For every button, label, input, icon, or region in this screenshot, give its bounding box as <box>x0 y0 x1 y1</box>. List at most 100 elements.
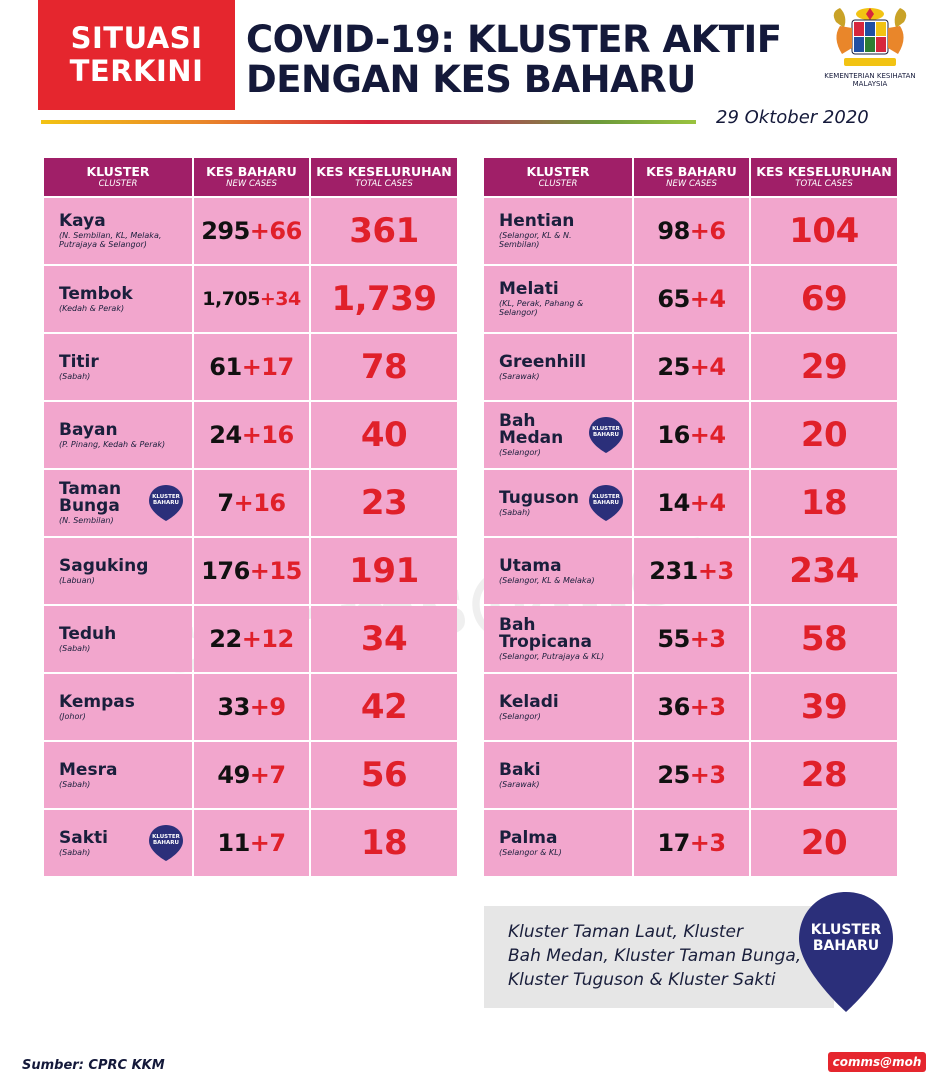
cluster-name: Mesra <box>59 759 118 780</box>
table-row: Melati (KL, Perak, Pahang & Selangor) 65+4… <box>484 266 897 332</box>
cluster-name: Bah Tropicana <box>499 615 592 652</box>
existing-cases: 176 <box>201 557 250 585</box>
table-row: Bah Tropicana (Selangor, Putrajaya & KL) 5… <box>484 606 897 672</box>
cluster-name: Melati <box>499 279 559 299</box>
total-cases-cell: 20 <box>751 810 897 876</box>
table-row: Bah Medan (Selangor) KLUSTER BAHARU 16+4 20 <box>484 402 897 468</box>
new-cases-cell: 49+7 <box>194 742 309 808</box>
table-header: KLUSTER CLUSTER KES BAHARU NEW CASES KES… <box>44 158 457 196</box>
map-pin-icon <box>799 892 893 1012</box>
cluster-location: (Sabah) <box>59 779 91 789</box>
total-cases-cell: 361 <box>311 198 457 264</box>
header-cluster-label: KLUSTER <box>526 164 590 179</box>
existing-cases: 65 <box>657 285 690 313</box>
big-pin-line1: KLUSTER <box>810 922 882 938</box>
header-cluster-sub: CLUSTER <box>538 179 578 189</box>
total-cases-cell: 23 <box>311 470 457 536</box>
table-row: Keladi (Selangor) 36+3 39 <box>484 674 897 740</box>
total-cases: 69 <box>800 279 848 319</box>
cluster-name: Hentian <box>499 211 575 231</box>
existing-cases: 24 <box>209 421 242 449</box>
total-cases-cell: 1,739 <box>311 266 457 332</box>
existing-cases: 16 <box>657 421 690 449</box>
new-cases: +16 <box>233 489 287 517</box>
existing-cases: 17 <box>657 829 690 857</box>
cluster-table-right: KLUSTER CLUSTER KES BAHARU NEW CASES KES… <box>484 158 897 878</box>
header-new-sub: NEW CASES <box>226 179 277 189</box>
table-row: Kaya (N. Sembilan, KL, Melaka, Putrajaya … <box>44 198 457 264</box>
cluster-location: (Sabah) <box>59 847 91 857</box>
total-cases: 78 <box>360 347 408 387</box>
cluster-name-cell: Keladi (Selangor) <box>484 674 632 740</box>
cluster-name: Kaya <box>59 211 106 231</box>
cluster-name-cell: Greenhill (Sarawak) <box>484 334 632 400</box>
new-cases-cell: 7+16 <box>194 470 309 536</box>
cluster-name-cell: Saguking (Labuan) <box>44 538 192 604</box>
existing-cases: 61 <box>209 353 242 381</box>
total-cases: 42 <box>360 687 408 727</box>
total-cases: 18 <box>800 483 848 523</box>
total-cases: 20 <box>800 415 848 455</box>
new-cases-cell: 24+16 <box>194 402 309 468</box>
existing-cases: 14 <box>657 489 690 517</box>
existing-cases: 98 <box>657 217 690 245</box>
cluster-location: (P. Pinang, Kedah & Perak) <box>59 439 166 449</box>
title-line1: COVID-19: KLUSTER AKTIF <box>246 18 782 61</box>
table-row: Palma (Selangor & KL) 17+3 20 <box>484 810 897 876</box>
new-cases-cell: 231+3 <box>634 538 749 604</box>
new-cases-cell: 33+9 <box>194 674 309 740</box>
total-cases: 40 <box>360 415 408 455</box>
new-cases: +3 <box>697 557 734 585</box>
cluster-location: (Selangor, KL & Melaka) <box>499 575 595 585</box>
total-cases-cell: 18 <box>751 470 897 536</box>
total-cases: 34 <box>360 619 408 659</box>
cluster-name-cell: Bah Medan (Selangor) KLUSTER BAHARU <box>484 402 632 468</box>
header-cluster: KLUSTER CLUSTER <box>484 158 632 196</box>
table-row: Kempas (Johor) 33+9 42 <box>44 674 457 740</box>
total-cases: 191 <box>349 551 419 591</box>
total-cases: 58 <box>800 619 848 659</box>
cluster-name-cell: Taman Bunga (N. Sembilan) KLUSTER BAHARU <box>44 470 192 536</box>
cluster-location: (N. Sembilan) <box>59 516 114 525</box>
header-new-label: KES BAHARU <box>206 164 297 179</box>
new-cases: +4 <box>689 285 726 313</box>
header-total-label: KES KESELURUHAN <box>316 164 452 179</box>
header-new-label: KES BAHARU <box>646 164 737 179</box>
new-cluster-pin-icon: KLUSTER BAHARU <box>588 416 624 454</box>
new-cases-cell: 17+3 <box>634 810 749 876</box>
pin-label: KLUSTER BAHARU <box>592 426 620 438</box>
kluster-baharu-pin: KLUSTER BAHARU <box>797 890 895 1014</box>
cluster-name-cell: Bah Tropicana (Selangor, Putrajaya & KL) <box>484 606 632 672</box>
cluster-name: Sakti <box>59 827 108 848</box>
total-cases-cell: 29 <box>751 334 897 400</box>
new-clusters-note: Kluster Taman Laut, Kluster Bah Medan, K… <box>484 906 834 1008</box>
new-cases-cell: 25+3 <box>634 742 749 808</box>
total-cases-cell: 56 <box>311 742 457 808</box>
table-row: Hentian (Selangor, KL & N. Sembilan) 98+6 1… <box>484 198 897 264</box>
table-row: Greenhill (Sarawak) 25+4 29 <box>484 334 897 400</box>
table-row: Tuguson (Sabah) KLUSTER BAHARU 14+4 18 <box>484 470 897 536</box>
ministry-line1: KEMENTERIAN KESIHATAN <box>824 72 916 80</box>
credit-badge: comms@moh <box>828 1052 926 1072</box>
cluster-name-cell: Hentian (Selangor, KL & N. Sembilan) <box>484 198 632 264</box>
date-label: 29 Oktober 2020 <box>716 107 869 128</box>
cluster-name-cell: Bayan (P. Pinang, Kedah & Perak) <box>44 402 192 468</box>
cluster-location: (KL, Perak, Pahang & Selangor) <box>499 299 584 317</box>
cluster-name-cell: Tuguson (Sabah) KLUSTER BAHARU <box>484 470 632 536</box>
big-pin-line2: BAHARU <box>812 938 880 954</box>
new-cases-cell: 98+6 <box>634 198 749 264</box>
table-row: Tembok (Kedah & Perak) 1,705+34 1,739 <box>44 266 457 332</box>
cluster-location: (Selangor) <box>499 711 541 721</box>
new-cases: +7 <box>249 829 286 857</box>
existing-cases: 7 <box>217 489 234 517</box>
total-cases-cell: 34 <box>311 606 457 672</box>
new-cases-cell: 22+12 <box>194 606 309 672</box>
cluster-name: Teduh <box>59 623 117 644</box>
table-row: Utama (Selangor, KL & Melaka) 231+3 234 <box>484 538 897 604</box>
total-cases-cell: 39 <box>751 674 897 740</box>
cluster-table-left: KLUSTER CLUSTER KES BAHARU NEW CASES KES… <box>44 158 457 878</box>
title-line2: DENGAN KES BAHARU <box>246 58 696 101</box>
total-cases: 1,739 <box>331 279 437 319</box>
new-cases: +12 <box>241 625 295 653</box>
cluster-name-cell: Tembok (Kedah & Perak) <box>44 266 192 332</box>
